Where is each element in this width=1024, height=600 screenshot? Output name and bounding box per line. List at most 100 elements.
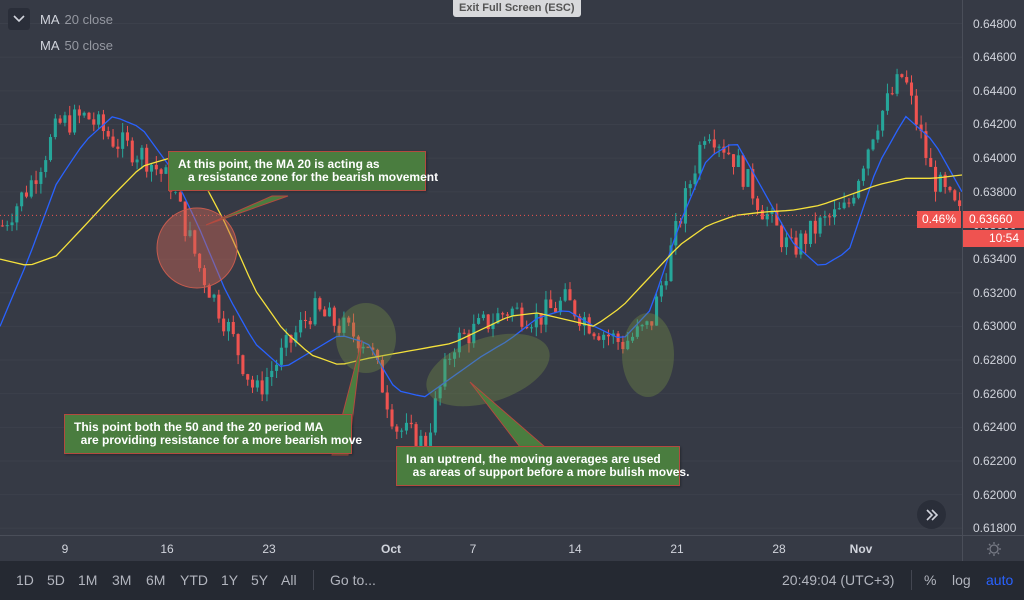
axis-settings-corner[interactable] <box>962 535 1024 562</box>
candle-body <box>400 430 404 432</box>
candle-body <box>621 341 625 350</box>
candle-body <box>929 157 933 167</box>
toolbar-divider <box>313 570 314 590</box>
candle-body <box>731 154 736 167</box>
candle-body <box>823 216 827 218</box>
candle-body <box>34 180 38 184</box>
candle-body <box>669 245 673 282</box>
range-button-all[interactable]: All <box>281 572 297 588</box>
candle-body <box>149 164 154 172</box>
candle-body <box>116 146 120 149</box>
bottom-toolbar: 1D 5D 1M 3M 6M YTD 1Y 5Y All Go to... 20:49:04 (… <box>0 561 1024 600</box>
legend-collapse-button[interactable] <box>8 8 30 30</box>
chevron-down-icon <box>13 15 25 23</box>
candle-body <box>428 432 433 447</box>
candle-body <box>207 285 211 298</box>
price-tick-label: 0.63800 <box>973 184 1017 199</box>
candle-body <box>578 316 582 326</box>
goto-button[interactable]: Go to... <box>330 572 376 588</box>
highlight-ellipse-support-2[interactable] <box>622 313 674 397</box>
candle-body <box>342 317 346 333</box>
candle-body <box>308 321 312 325</box>
candle-body <box>582 317 586 326</box>
candle-body <box>327 307 332 317</box>
range-button-5y[interactable]: 5Y <box>251 572 269 588</box>
candle-body <box>10 222 14 226</box>
clock-display[interactable]: 20:49:04 (UTC+3) <box>782 572 895 588</box>
candle-body <box>222 318 226 332</box>
candle-body <box>212 294 216 298</box>
time-axis[interactable]: 9 16 23 Oct 7 14 21 28 Nov <box>0 535 962 562</box>
price-tick-label: 0.63200 <box>973 285 1017 300</box>
candle-body <box>395 426 399 432</box>
highlight-ellipse-resistance[interactable] <box>336 303 396 373</box>
exit-fullscreen-button[interactable]: Exit Full Screen (ESC) <box>453 0 581 17</box>
highlight-ellipse-support[interactable] <box>417 320 559 420</box>
auto-scale-toggle[interactable]: auto <box>986 572 1014 588</box>
candle-body <box>765 213 769 220</box>
candle-body <box>837 208 841 210</box>
candle-body <box>289 335 293 343</box>
range-button-ytd[interactable]: YTD <box>180 572 208 588</box>
time-tick-label: Oct <box>380 542 402 556</box>
candle-body <box>347 317 351 323</box>
candle-body <box>698 144 702 174</box>
range-button-1y[interactable]: 1Y <box>221 572 239 588</box>
double-chevron-right-icon <box>925 508 938 521</box>
candle-body <box>751 169 755 199</box>
time-tick-label: 23 <box>262 542 276 556</box>
time-tick-label: 28 <box>772 542 786 556</box>
candle-body <box>602 334 606 340</box>
gear-icon[interactable] <box>963 536 1024 562</box>
candle-body <box>592 333 596 337</box>
percent-scale-toggle[interactable]: % <box>924 572 937 588</box>
candle-body <box>558 300 562 313</box>
legend-name: MA <box>40 11 60 27</box>
candle-body <box>39 171 43 184</box>
candle-body <box>655 296 659 326</box>
range-button-5d[interactable]: 5D <box>47 572 65 588</box>
chart-plot-area[interactable]: MA 20 close MA 50 close Exit Full Screen… <box>0 0 963 535</box>
ma20-line <box>0 115 963 398</box>
candle-body <box>871 139 875 150</box>
annotation-uptrend-support[interactable]: In an uptrend, the moving averages are u… <box>396 446 689 486</box>
log-scale-toggle[interactable]: log <box>952 572 971 588</box>
candle-body <box>852 197 856 204</box>
candle-body <box>645 321 649 325</box>
range-button-1m[interactable]: 1M <box>78 572 98 588</box>
range-button-3m[interactable]: 3M <box>112 572 132 588</box>
candle-body <box>683 188 687 224</box>
candle-body <box>938 174 942 192</box>
candle-body <box>433 398 437 433</box>
candle-body <box>20 192 24 207</box>
candle-body <box>453 352 457 359</box>
candle-body <box>202 268 206 286</box>
indicator-legend: MA 20 close MA 50 close <box>8 6 113 58</box>
legend-name: MA <box>40 37 60 53</box>
candle-body <box>111 136 115 147</box>
time-tick-label: Nov <box>849 542 873 556</box>
candle-body <box>87 112 91 120</box>
range-button-1d[interactable]: 1D <box>16 572 34 588</box>
annotation-ma50-ma20-resistance[interactable]: This point both the 50 and the 20 period… <box>64 414 362 454</box>
highlight-circle-ma20[interactable] <box>156 207 238 289</box>
price-tick-label: 0.62800 <box>973 353 1017 368</box>
annotation-ma20-resistance[interactable]: At this point, the MA 20 is acting as a … <box>168 151 438 191</box>
candle-body <box>640 324 644 327</box>
candle-body <box>313 298 317 325</box>
price-tick-label: 0.64400 <box>973 83 1017 98</box>
range-button-6m[interactable]: 6M <box>146 572 166 588</box>
scroll-to-realtime-button[interactable] <box>917 500 946 529</box>
candle-body <box>650 321 654 326</box>
price-tick-label: 0.62000 <box>973 487 1017 502</box>
candle-body <box>174 191 178 193</box>
candle-body <box>664 281 668 286</box>
toolbar-divider <box>911 570 912 590</box>
candle-body <box>597 336 601 340</box>
candle-body <box>948 186 952 191</box>
candle-body <box>380 359 384 393</box>
candle-body <box>924 131 928 158</box>
price-axis[interactable]: 0.64800 0.64600 0.64400 0.64200 0.64000 0.638… <box>962 0 1024 535</box>
candle-body <box>68 115 72 133</box>
candle-body <box>323 309 327 317</box>
